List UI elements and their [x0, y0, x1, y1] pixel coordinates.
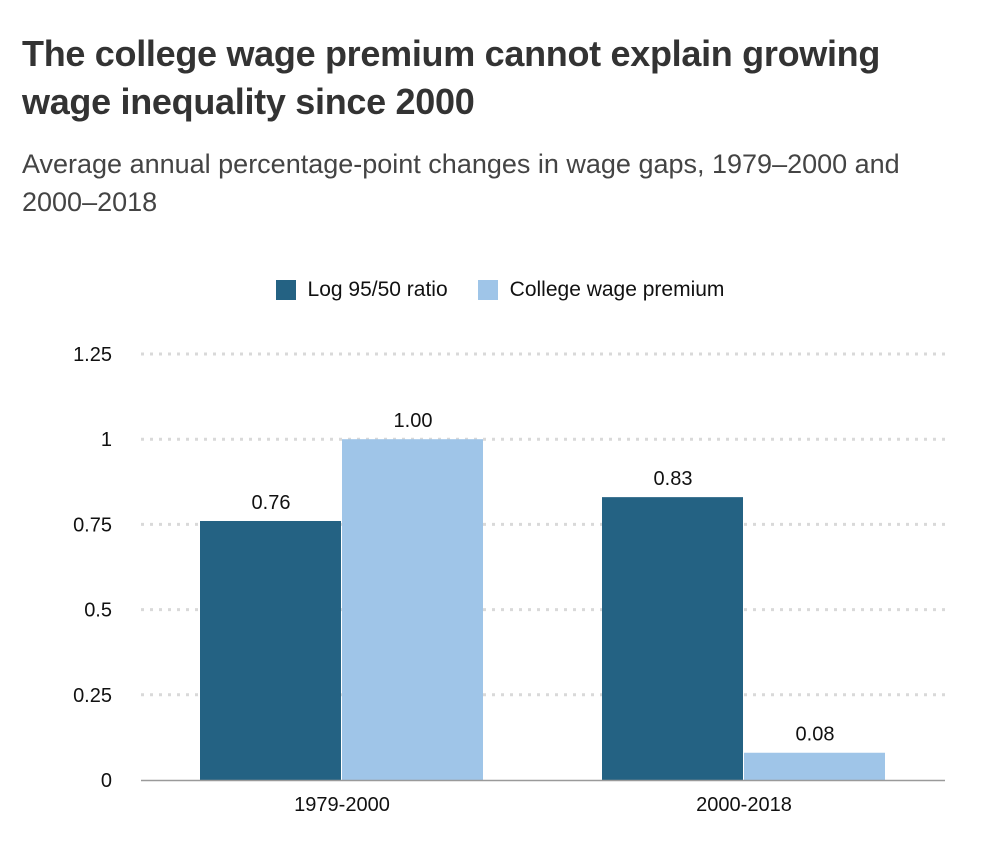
bar [744, 752, 885, 780]
y-tick-label: 0.25 [73, 685, 112, 707]
x-axis: 1979-2000 2000-2018 [141, 779, 945, 816]
legend-swatch-log-ratio [275, 280, 296, 300]
y-tick-label: 1.25 [73, 344, 112, 366]
bars [200, 439, 885, 780]
data-labels: 0.76 1.00 0.83 0.08 [252, 410, 835, 746]
y-tick-label: 0 [101, 770, 112, 792]
bar [342, 439, 483, 780]
x-tick-label: 1979-2000 [294, 794, 390, 816]
bar [602, 497, 743, 780]
legend: Log 95/50 ratio College wage premium [0, 278, 1000, 302]
chart-title: The college wage premium cannot explain … [22, 33, 881, 122]
legend-label-log-ratio: Log 95/50 ratio [307, 278, 448, 301]
data-label: 0.76 [252, 492, 291, 514]
legend-item-college-premium: College wage premium [477, 278, 725, 302]
legend-swatch-college-premium [477, 280, 498, 300]
data-label: 0.08 [796, 724, 835, 746]
bar [200, 520, 341, 780]
data-label: 0.83 [654, 468, 693, 490]
chart-subtitle: Average annual percentage-point changes … [22, 149, 900, 217]
y-tick-label: 1 [101, 429, 112, 451]
legend-label-college-premium: College wage premium [509, 278, 725, 301]
y-tick-label: 0.75 [73, 514, 112, 536]
data-label: 1.00 [394, 410, 433, 432]
legend-item-log-ratio: Log 95/50 ratio [275, 278, 448, 302]
y-tick-label: 0.5 [84, 600, 112, 622]
x-tick-label: 2000-2018 [696, 794, 792, 816]
y-axis: 0 0.25 0.5 0.75 1 1.25 [73, 344, 112, 792]
